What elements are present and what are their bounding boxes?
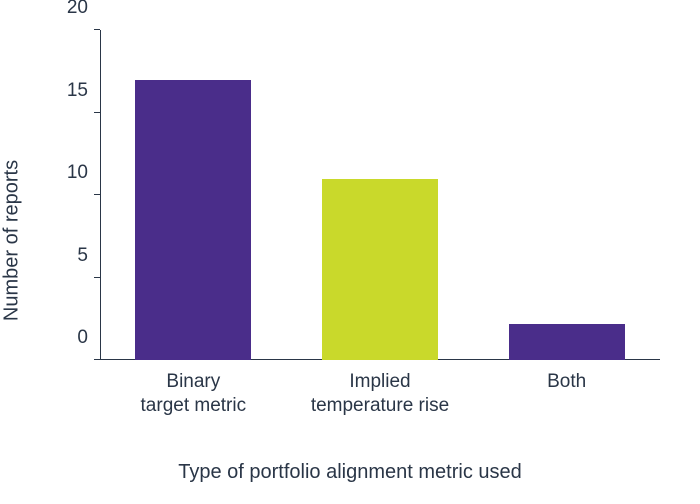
plot-area: 05101520 Binary target metricImplied tem… (100, 30, 660, 360)
y-tick-label: 20 (67, 0, 100, 19)
y-tick-label: 5 (77, 245, 100, 267)
x-axis-label: Type of portfolio alignment metric used (0, 461, 700, 484)
category-label: Both (478, 360, 655, 394)
y-tick-label: 10 (67, 162, 100, 184)
y-axis-label: Number of reports (1, 160, 24, 321)
bar-chart: Number of reports 05101520 Binary target… (0, 0, 700, 504)
category-label: Implied temperature rise (291, 360, 468, 418)
y-tick-label: 0 (77, 327, 100, 349)
category-label: Binary target metric (105, 360, 282, 418)
bar (135, 80, 251, 361)
bars-container: Binary target metricImplied temperature … (100, 30, 660, 360)
bar (509, 324, 625, 360)
bar (322, 179, 438, 361)
y-tick-label: 15 (67, 80, 100, 102)
